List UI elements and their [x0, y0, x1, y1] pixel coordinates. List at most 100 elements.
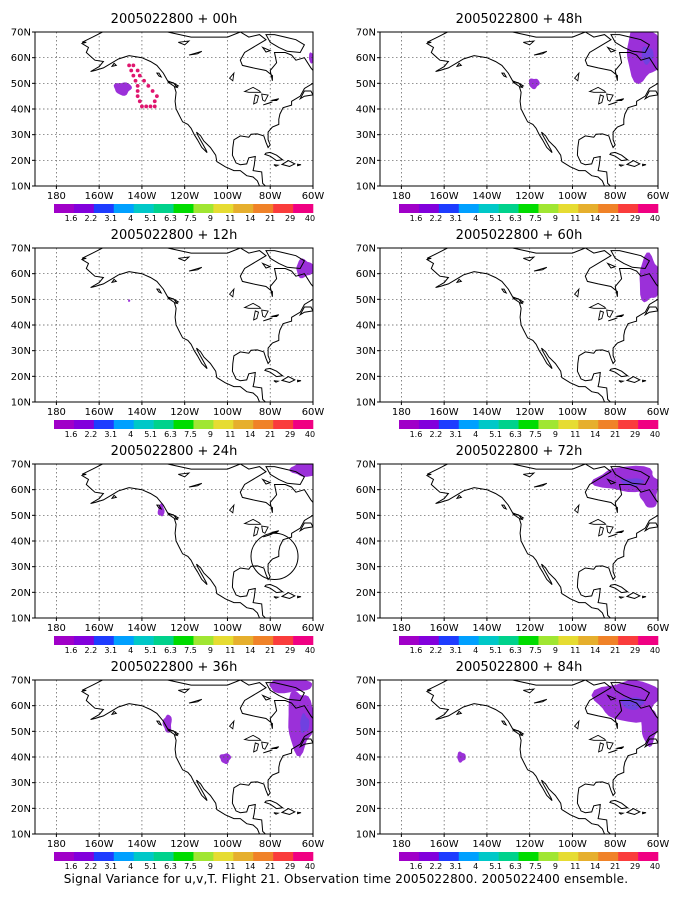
colorbar-label: 40	[305, 430, 315, 439]
lake-outline	[573, 71, 580, 82]
signal-variance-area	[639, 481, 658, 508]
lon-tick-label: 60W	[302, 623, 325, 634]
lake-outline	[178, 256, 191, 262]
island-outline	[110, 710, 118, 716]
colorbar-swatch	[253, 636, 274, 645]
colorbar-label: 3.1	[449, 214, 462, 223]
colorbar-label: 2.2	[84, 646, 97, 655]
map-panel-84h: 2005022800 + 84h 10N 20N 30N 40N 50N 60N 70N 180…	[356, 660, 670, 871]
lat-tick-label: 70N	[11, 676, 31, 687]
island-outline	[264, 799, 284, 810]
colorbar-label: 9	[553, 214, 558, 223]
colorbar-swatch	[153, 204, 174, 213]
lat-tick-label: 10N	[356, 398, 376, 409]
island-outline	[155, 288, 163, 294]
signal-variance-area	[641, 709, 658, 747]
verification-region-circle	[250, 532, 299, 581]
lake-outline	[606, 525, 614, 534]
coastline	[80, 464, 313, 618]
lake-outline	[606, 93, 614, 102]
coastline	[80, 248, 313, 402]
colorbar-label: 14	[245, 646, 255, 655]
colorbar-label: 7.5	[529, 430, 542, 439]
lat-tick-label: 40N	[356, 105, 376, 116]
observation-dot	[131, 73, 136, 78]
colorbar-swatch	[598, 852, 619, 861]
colorbar-label: 11	[570, 862, 580, 871]
lat-tick-label: 20N	[356, 588, 376, 599]
lat-tick-label: 40N	[11, 321, 31, 332]
island-outline	[643, 306, 658, 317]
island-outline	[643, 522, 658, 533]
island-outline	[297, 595, 302, 599]
lat-tick-label: 70N	[11, 28, 31, 39]
signal-variance-area	[162, 714, 172, 733]
island-outline	[455, 710, 463, 716]
lake-outline	[523, 688, 536, 694]
colorbar-swatch	[578, 852, 599, 861]
colorbar-label: 29	[630, 862, 640, 871]
colorbar-swatch	[153, 636, 174, 645]
colorbar: 1.6 2.2 3.1 4 5.1 6.3 7.5 9 11 14 21 29 40	[399, 204, 660, 223]
island-outline	[455, 278, 463, 284]
island-outline	[642, 595, 647, 599]
signal-variance-area	[219, 753, 232, 765]
lake-outline	[188, 266, 203, 272]
colorbar-swatch	[73, 420, 95, 429]
colorbar-label: 40	[650, 214, 660, 223]
lat-tick-label: 50N	[356, 295, 376, 306]
colorbar-label: 5.1	[489, 430, 502, 439]
colorbar-label: 5.1	[144, 862, 157, 871]
colorbar-label: 21	[610, 214, 620, 223]
lon-tick-label: 80W	[604, 407, 627, 418]
lat-tick-label: 20N	[356, 804, 376, 815]
lon-tick-label: 120W	[170, 839, 199, 850]
colorbar-swatch	[518, 204, 539, 213]
lon-tick-label: 160W	[85, 623, 114, 634]
colorbar-label: 1.6	[410, 646, 423, 655]
lat-tick-label: 70N	[356, 676, 376, 687]
lon-tick-label: 80W	[259, 407, 282, 418]
lon-tick-label: 180	[392, 407, 411, 418]
island-outline	[273, 380, 280, 383]
lat-tick-label: 30N	[11, 562, 31, 573]
coastline	[80, 32, 313, 186]
lake-outline	[178, 688, 191, 694]
colorbar-label: 3.1	[449, 646, 462, 655]
colorbar-swatch	[233, 420, 254, 429]
colorbar-swatch	[538, 204, 559, 213]
lon-tick-label: 120W	[170, 407, 199, 418]
colorbar-swatch	[253, 204, 274, 213]
lon-tick-label: 100W	[558, 839, 587, 850]
colorbar-label: 14	[245, 430, 255, 439]
lat-tick-label: 70N	[11, 244, 31, 255]
island-outline	[512, 81, 524, 89]
lake-outline	[616, 530, 625, 533]
panel-title: 2005022800 + 84h	[456, 660, 583, 675]
colorbar-label: 7.5	[184, 862, 197, 871]
colorbar-label: 1.6	[65, 646, 78, 655]
colorbar-swatch	[458, 852, 479, 861]
island-outline	[660, 511, 674, 522]
island-outline	[500, 72, 508, 78]
observation-dot	[154, 94, 159, 99]
colorbar-swatch	[578, 420, 599, 429]
panel-title: 2005022800 + 48h	[456, 12, 583, 27]
lat-tick-label: 40N	[11, 105, 31, 116]
observation-dot	[146, 84, 151, 88]
island-outline	[500, 504, 508, 510]
lake-outline	[598, 94, 605, 105]
lat-tick-label: 60N	[356, 269, 376, 280]
island-outline	[155, 504, 163, 510]
colorbar-swatch	[153, 852, 174, 861]
island-outline	[642, 163, 647, 167]
colorbar-swatch	[478, 204, 499, 213]
island-outline	[610, 250, 651, 270]
island-outline	[265, 466, 306, 486]
observation-dot	[152, 99, 157, 104]
island-outline	[609, 799, 629, 810]
observation-dot	[137, 99, 142, 104]
observation-dot	[127, 63, 131, 68]
island-outline	[610, 34, 651, 54]
colorbar-swatch	[133, 204, 154, 213]
